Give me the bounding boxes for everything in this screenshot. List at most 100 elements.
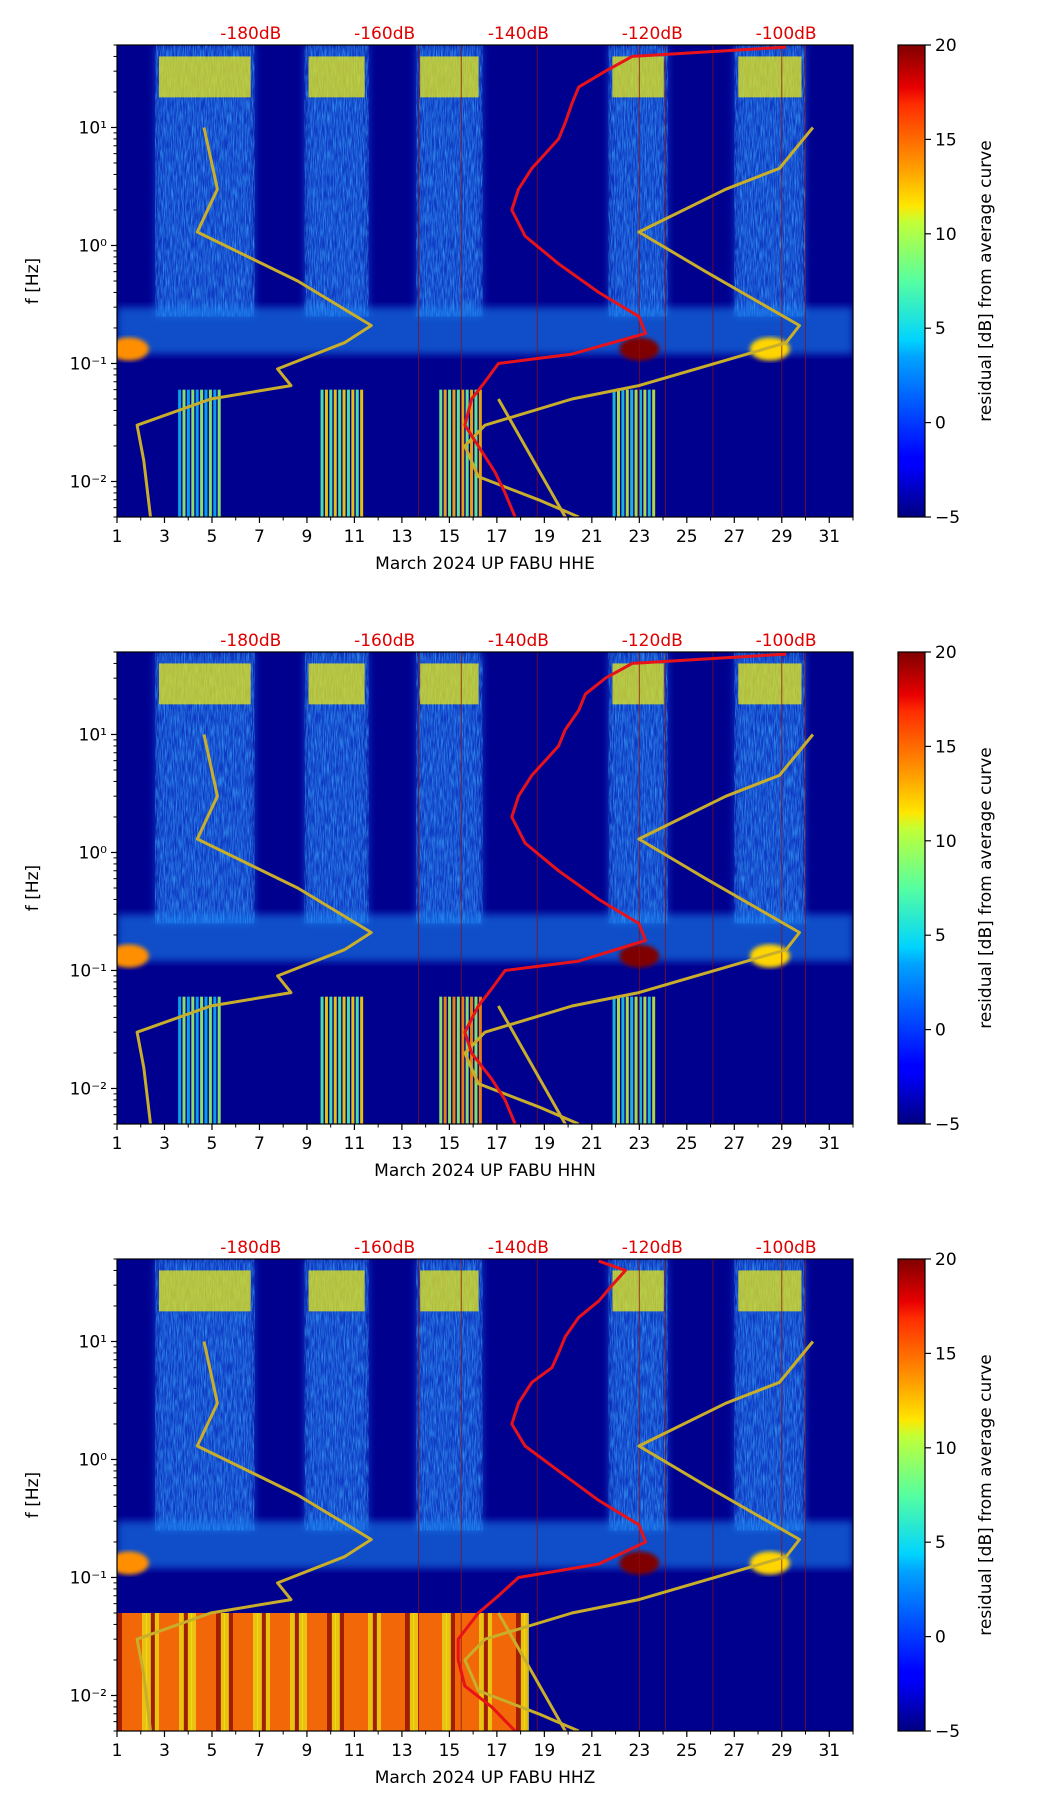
x-tick-label: 1 bbox=[112, 1741, 123, 1761]
x-axis-label: March 2024 UP FABU HHZ bbox=[375, 1768, 596, 1788]
noise-source-streak bbox=[474, 389, 478, 517]
noise-source-streak bbox=[320, 389, 324, 517]
noise-source-streak bbox=[150, 1613, 155, 1731]
noise-source-streak bbox=[335, 1613, 340, 1731]
noise-source-streak bbox=[443, 389, 447, 517]
noise-source-streak bbox=[461, 996, 465, 1124]
x-tick-label: 5 bbox=[207, 527, 218, 547]
noise-source-streak bbox=[339, 1613, 344, 1731]
noise-source-streak bbox=[146, 1613, 151, 1731]
x-tick-label: 1 bbox=[112, 1134, 123, 1154]
x-tick-label: 13 bbox=[391, 1741, 413, 1761]
noise-source-streak bbox=[630, 996, 634, 1124]
y-tick-label: 10⁻² bbox=[70, 1079, 107, 1099]
noise-model-curve bbox=[463, 126, 815, 517]
x-tick-label: 11 bbox=[344, 1134, 366, 1154]
noise-source-streak bbox=[612, 389, 616, 517]
noise-source-streak bbox=[478, 996, 482, 1124]
noise-source-streak bbox=[634, 389, 638, 517]
noise-source-streak bbox=[186, 389, 190, 517]
noise-source-streak bbox=[483, 1613, 488, 1731]
db-tick-label: -120dB bbox=[622, 1238, 683, 1258]
noise-source-streak bbox=[342, 389, 346, 517]
noise-source-streak bbox=[621, 389, 625, 517]
hf-noise-band bbox=[308, 1270, 365, 1312]
colorbar bbox=[898, 45, 925, 517]
db-tick-label: -140dB bbox=[488, 1238, 549, 1258]
noise-source-streak bbox=[117, 1613, 122, 1731]
noise-source-streak bbox=[191, 1613, 196, 1731]
colorbar-tick-label: 15 bbox=[935, 737, 957, 757]
x-tick-label: 15 bbox=[439, 527, 461, 547]
noise-source-streak bbox=[652, 389, 656, 517]
colorbar-tick-label: 15 bbox=[935, 130, 957, 150]
db-tick-label: -160dB bbox=[354, 631, 415, 651]
noise-source-streak bbox=[195, 996, 199, 1124]
y-tick-label: 10⁻² bbox=[70, 1686, 107, 1706]
x-tick-label: 27 bbox=[723, 1741, 745, 1761]
y-tick-label: 10⁻² bbox=[70, 472, 107, 492]
noise-model-curve-low bbox=[135, 1341, 373, 1731]
colorbar-tick-label: 10 bbox=[935, 832, 957, 852]
plot-area bbox=[117, 1259, 853, 1731]
noise-source-streak bbox=[443, 996, 447, 1124]
noise-source bbox=[117, 1551, 149, 1575]
noise-source-streak bbox=[253, 1613, 258, 1731]
x-tick-label: 23 bbox=[629, 1741, 651, 1761]
db-tick-label: -140dB bbox=[488, 631, 549, 651]
x-tick-label: 21 bbox=[581, 527, 603, 547]
noise-source-streak bbox=[329, 996, 333, 1124]
noise-source-streak bbox=[409, 1613, 414, 1731]
noise-source-streak bbox=[333, 389, 337, 517]
noise-source-streak bbox=[355, 389, 359, 517]
hf-noise-band bbox=[158, 56, 251, 98]
x-tick-label: 15 bbox=[439, 1741, 461, 1761]
y-tick-label: 10⁰ bbox=[79, 236, 108, 256]
noise-source-streak bbox=[360, 996, 364, 1124]
db-tick-label: -100dB bbox=[756, 1238, 817, 1258]
hf-noise-band bbox=[738, 1270, 802, 1312]
noise-source-streak bbox=[204, 389, 208, 517]
noise-source-streak bbox=[228, 1613, 233, 1731]
colorbar-tick-label: 5 bbox=[935, 926, 946, 946]
x-tick-label: 23 bbox=[629, 527, 651, 547]
noise-source-streak bbox=[208, 996, 212, 1124]
colorbar-tick-label: 20 bbox=[935, 1250, 957, 1270]
x-tick-label: 21 bbox=[581, 1741, 603, 1761]
noise-source-streak bbox=[182, 996, 186, 1124]
hf-noise-band bbox=[738, 663, 802, 705]
noise-source-streak bbox=[186, 996, 190, 1124]
noise-model-curve-segment bbox=[497, 1005, 567, 1124]
colorbar-label: residual [dB] from average curve bbox=[976, 1354, 996, 1635]
noise-source-streak bbox=[204, 996, 208, 1124]
colorbar-tick-label: −5 bbox=[935, 508, 960, 528]
noise-source-streak bbox=[638, 389, 642, 517]
db-tick-label: -160dB bbox=[354, 1238, 415, 1258]
noise-source-streak bbox=[179, 1613, 184, 1731]
noise-source-streak bbox=[652, 996, 656, 1124]
colorbar-tick-label: 5 bbox=[935, 1533, 946, 1553]
noise-source-streak bbox=[448, 996, 452, 1124]
noise-source bbox=[749, 1551, 790, 1575]
noise-source bbox=[117, 944, 149, 968]
noise-source-streak bbox=[324, 996, 328, 1124]
microseism-band bbox=[117, 307, 853, 355]
hf-noise-band bbox=[158, 1270, 251, 1312]
noise-source-streak bbox=[294, 1613, 299, 1731]
x-axis-label: March 2024 UP FABU HHE bbox=[375, 554, 595, 574]
noise-source-streak bbox=[351, 389, 355, 517]
y-tick-label: 10⁻¹ bbox=[70, 354, 107, 374]
x-tick-label: 5 bbox=[207, 1134, 218, 1154]
noise-source-streak bbox=[634, 996, 638, 1124]
noise-source-streak bbox=[478, 389, 482, 517]
noise-source-streak bbox=[439, 389, 443, 517]
colorbar bbox=[898, 1259, 925, 1731]
db-tick-label: -180dB bbox=[220, 631, 281, 651]
x-tick-label: 13 bbox=[391, 1134, 413, 1154]
noise-source-streak bbox=[647, 996, 651, 1124]
y-tick-label: 10⁻¹ bbox=[70, 1568, 107, 1588]
colorbar-tick-label: 10 bbox=[935, 225, 957, 245]
noise-source-streak bbox=[178, 389, 182, 517]
x-tick-label: 3 bbox=[159, 1134, 170, 1154]
